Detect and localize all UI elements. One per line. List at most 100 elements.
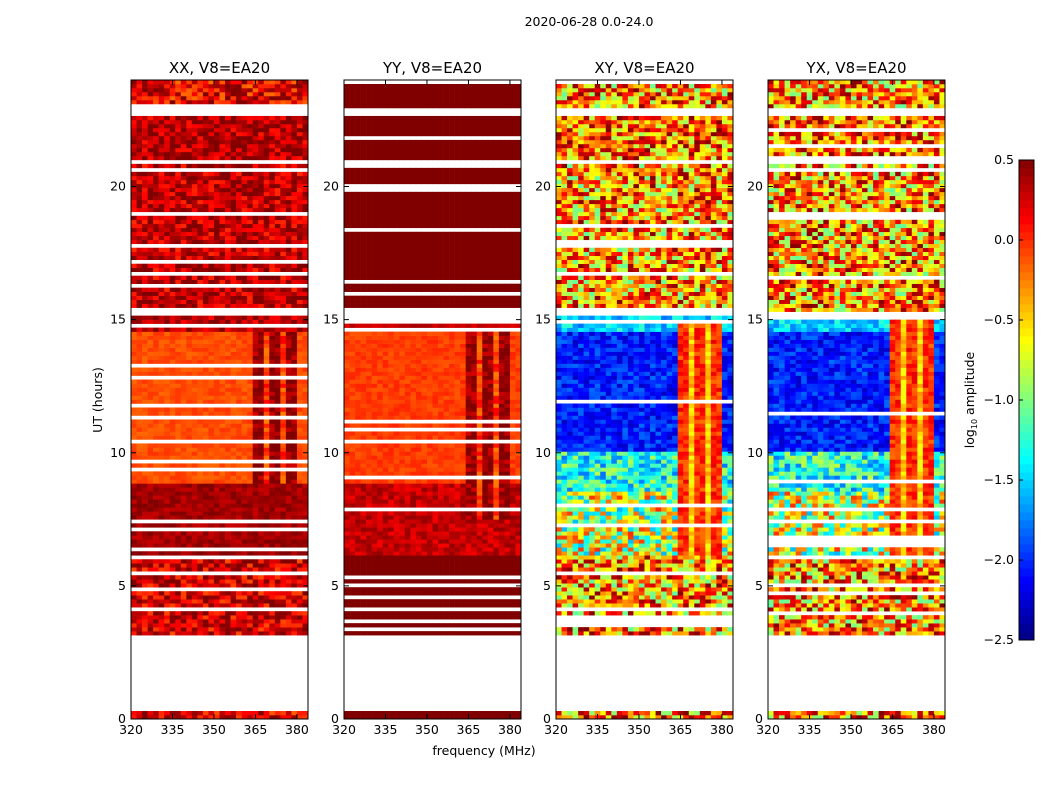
- heatmap-cell: [148, 447, 154, 451]
- heatmap-cell: [164, 248, 170, 252]
- heatmap-cell: [449, 531, 455, 535]
- heatmap-cell: [302, 400, 308, 404]
- heatmap-cell: [297, 228, 303, 232]
- heatmap-cell: [377, 587, 383, 591]
- heatmap-cell: [302, 192, 308, 196]
- heatmap-cell: [153, 407, 159, 411]
- heatmap-cell: [153, 419, 159, 423]
- heatmap-cell: [225, 491, 231, 495]
- heatmap-cell: [493, 615, 499, 619]
- heatmap-cell: [231, 499, 237, 503]
- heatmap-cell: [164, 148, 170, 152]
- heatmap-cell: [181, 356, 187, 360]
- heatmap-cell: [410, 459, 416, 463]
- heatmap-cell: [203, 495, 209, 499]
- heatmap-cell: [383, 455, 389, 459]
- heatmap-cell: [344, 563, 350, 567]
- heatmap-cell: [236, 140, 242, 144]
- heatmap-cell: [192, 92, 198, 96]
- heatmap-cell: [236, 116, 242, 120]
- heatmap-cell: [236, 80, 242, 84]
- heatmap-cell: [444, 535, 450, 539]
- heatmap-cell: [291, 264, 297, 268]
- heatmap-cell: [302, 567, 308, 571]
- heatmap-cell: [410, 623, 416, 627]
- heatmap-cell: [253, 407, 259, 411]
- heatmap-cell: [280, 356, 286, 360]
- heatmap-cell: [499, 587, 505, 591]
- heatmap-cell: [275, 583, 281, 587]
- heatmap-cell: [258, 579, 264, 583]
- heatmap-cell: [192, 264, 198, 268]
- heatmap-cell: [170, 539, 176, 543]
- heatmap-cell: [399, 567, 405, 571]
- heatmap-cell: [225, 356, 231, 360]
- heatmap-cell: [220, 128, 226, 132]
- heatmap-cell: [192, 615, 198, 619]
- heatmap-cell: [247, 575, 253, 579]
- heatmap-cell: [477, 567, 483, 571]
- heatmap-cell: [247, 407, 253, 411]
- heatmap-cell: [405, 543, 411, 547]
- heatmap-cell: [350, 479, 356, 483]
- heatmap-cell: [515, 519, 521, 523]
- heatmap-cell: [186, 427, 192, 431]
- heatmap-cell: [148, 423, 154, 427]
- heatmap-cell: [137, 336, 143, 340]
- heatmap-cell: [175, 96, 181, 100]
- heatmap-cell: [344, 571, 350, 575]
- heatmap-cell: [153, 140, 159, 144]
- heatmap-cell: [416, 483, 422, 487]
- heatmap-cell: [159, 487, 165, 491]
- heatmap-cell: [203, 332, 209, 336]
- heatmap-cell: [220, 511, 226, 515]
- heatmap-cell: [214, 507, 220, 511]
- heatmap-cell: [438, 587, 444, 591]
- heatmap-cell: [148, 96, 154, 100]
- heatmap-cell: [297, 236, 303, 240]
- heatmap-cell: [131, 471, 137, 475]
- heatmap-cell: [208, 128, 214, 132]
- heatmap-cell: [366, 539, 372, 543]
- heatmap-cell: [366, 531, 372, 535]
- heatmap-cell: [286, 523, 292, 527]
- heatmap-cell: [164, 455, 170, 459]
- heatmap-cell: [291, 176, 297, 180]
- heatmap-cell: [208, 80, 214, 84]
- heatmap-cell: [231, 164, 237, 168]
- heatmap-cell: [350, 603, 356, 607]
- heatmap-cell: [170, 475, 176, 479]
- heatmap-cell: [280, 551, 286, 555]
- heatmap-cell: [153, 396, 159, 400]
- heatmap-cell: [264, 248, 270, 252]
- heatmap-cell: [131, 455, 137, 459]
- heatmap-cell: [203, 292, 209, 296]
- heatmap-cell: [236, 128, 242, 132]
- heatmap-cell: [175, 240, 181, 244]
- heatmap-cell: [253, 152, 259, 156]
- x-tick-label: 335: [161, 722, 185, 737]
- heatmap-cell: [350, 535, 356, 539]
- heatmap-cell: [372, 603, 378, 607]
- heatmap-cell: [175, 627, 181, 631]
- heatmap-cell: [247, 579, 253, 583]
- heatmap-cell: [264, 475, 270, 479]
- heatmap-cell: [197, 463, 203, 467]
- heatmap-cell: [231, 328, 237, 332]
- heatmap-cell: [159, 220, 165, 224]
- heatmap-cell: [214, 392, 220, 396]
- heatmap-cell: [164, 84, 170, 88]
- heatmap-cell: [269, 124, 275, 128]
- heatmap-cell: [253, 619, 259, 623]
- heatmap-cell: [302, 495, 308, 499]
- heatmap-cell: [197, 559, 203, 563]
- heatmap-cell: [159, 180, 165, 184]
- heatmap-cell: [220, 156, 226, 160]
- heatmap-cell: [192, 124, 198, 128]
- heatmap-cell: [186, 288, 192, 292]
- heatmap-cell: [269, 599, 275, 603]
- heatmap-cell: [416, 467, 422, 471]
- heatmap-cell: [236, 196, 242, 200]
- heatmap-cell: [148, 268, 154, 272]
- heatmap-cell: [269, 507, 275, 511]
